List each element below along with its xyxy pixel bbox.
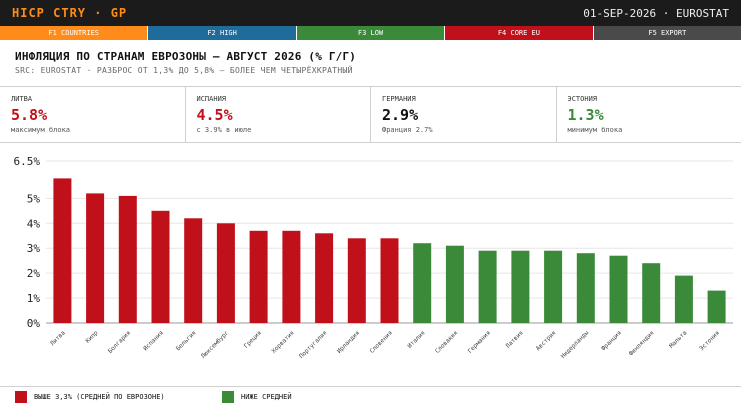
- x-tick-label: Словения: [369, 329, 394, 354]
- x-tick-label: Кипр: [84, 329, 99, 344]
- bar: [282, 231, 300, 323]
- legend-swatch-below: [222, 391, 234, 403]
- stat-value: 4.5%: [197, 106, 233, 124]
- chart-header: ИНФЛЯЦИЯ ПО СТРАНАМ ЕВРОЗОНЫ — АВГУСТ 20…: [0, 40, 741, 87]
- bar: [413, 243, 431, 323]
- x-tick-label: Италия: [406, 329, 426, 349]
- x-tick-label: Португалия: [298, 329, 328, 359]
- terminal-code: HICP CTRY · GP: [12, 6, 127, 20]
- fkey-countries[interactable]: F1 COUNTRIES: [0, 26, 148, 40]
- bar: [577, 253, 595, 323]
- function-key-bar: F1 COUNTRIES F2 HIGH F3 LOW F4 CORE EU F…: [0, 26, 741, 40]
- bar: [152, 211, 170, 323]
- bar: [675, 276, 693, 323]
- stat-note: минимум блока: [568, 126, 623, 134]
- x-tick-label: Греция: [243, 329, 263, 349]
- stat-lithuania: ЛИТВА 5.8% максимум блока: [0, 87, 186, 142]
- legend-label-below: НИЖЕ СРЕДНЕЙ: [241, 393, 292, 401]
- bar-chart: 0% 1% 2% 3% 4% 5% 6.5% Литва Кипр Болгария Испания…: [0, 142, 741, 382]
- x-tick-label: Финляндия: [628, 329, 656, 357]
- legend-item-below: НИЖЕ СРЕДНЕЙ: [222, 391, 292, 403]
- fkey-high[interactable]: F2 HIGH: [148, 26, 296, 40]
- bar: [610, 256, 628, 323]
- stat-value: 1.3%: [568, 106, 604, 124]
- x-tick-label: Австрия: [535, 329, 558, 352]
- x-tick-label: Бельгия: [175, 329, 198, 352]
- x-tick-label: Словакия: [434, 329, 459, 354]
- y-tick-label: 1%: [27, 292, 41, 305]
- x-tick-label: Нидерланды: [560, 329, 591, 360]
- x-tick-label: Германия: [467, 329, 492, 354]
- top-bar: HICP CTRY · GP 01-SEP-2026 · EUROSTAT: [0, 0, 741, 26]
- fkey-core-eu[interactable]: F4 CORE EU: [445, 26, 593, 40]
- y-tick-label: 5%: [27, 192, 41, 205]
- bar: [544, 251, 562, 323]
- bar: [315, 233, 333, 323]
- y-tick-label: 3%: [27, 242, 41, 255]
- stat-value: 5.8%: [11, 106, 47, 124]
- x-tick-label: Латвия: [504, 329, 524, 349]
- stat-note: Франция 2.7%: [382, 126, 433, 134]
- x-tick-label: Литва: [49, 329, 67, 347]
- y-tick-label: 6.5%: [14, 155, 41, 168]
- bar: [642, 263, 660, 323]
- legend: ВЫШЕ 3,3% (СРЕДНЕЙ ПО ЕВРОЗОНЕ) НИЖЕ СРЕ…: [0, 386, 741, 409]
- bar: [708, 291, 726, 323]
- legend-swatch-above: [15, 391, 27, 403]
- bar: [217, 223, 235, 323]
- x-tick-label: Франция: [600, 329, 623, 352]
- x-tick-label: Ирландия: [336, 329, 361, 354]
- x-tick-label: Испания: [142, 329, 165, 352]
- bar: [250, 231, 268, 323]
- stat-germany: ГЕРМАНИЯ 2.9% Франция 2.7%: [371, 87, 557, 142]
- stat-spain: ИСПАНИЯ 4.5% с 3.9% в июле: [186, 87, 372, 142]
- legend-label-above: ВЫШЕ 3,3% (СРЕДНЕЙ ПО ЕВРОЗОНЕ): [34, 393, 165, 401]
- legend-item-above: ВЫШЕ 3,3% (СРЕДНЕЙ ПО ЕВРОЗОНЕ): [15, 391, 165, 403]
- stat-label: ИСПАНИЯ: [197, 95, 227, 103]
- bar-chart-svg: 0% 1% 2% 3% 4% 5% 6.5% Литва Кипр Болгария Испания…: [0, 142, 741, 382]
- x-tick-label: Эстония: [698, 329, 721, 352]
- stat-label: ЛИТВА: [11, 95, 32, 103]
- bar: [511, 251, 529, 323]
- chart-title: ИНФЛЯЦИЯ ПО СТРАНАМ ЕВРОЗОНЫ — АВГУСТ 20…: [15, 50, 356, 63]
- x-tick-label: Мальта: [668, 329, 689, 350]
- bar: [184, 218, 202, 323]
- y-tick-label: 2%: [27, 267, 41, 280]
- fkey-low[interactable]: F3 LOW: [297, 26, 445, 40]
- stat-estonia: ЭСТОНИЯ 1.3% минимум блока: [557, 87, 741, 142]
- stats-strip: ЛИТВА 5.8% максимум блока ИСПАНИЯ 4.5% с…: [0, 87, 741, 143]
- stat-value: 2.9%: [382, 106, 418, 124]
- x-tick-label: Хорватия: [270, 329, 295, 354]
- date-source: 01-SEP-2026 · EUROSTAT: [583, 7, 729, 20]
- bar: [381, 238, 399, 323]
- stat-note: с 3.9% в июле: [197, 126, 252, 134]
- fkey-export[interactable]: F5 EXPORT: [594, 26, 741, 40]
- bar: [53, 178, 71, 323]
- y-tick-label: 0%: [27, 317, 41, 330]
- bar: [479, 251, 497, 323]
- y-tick-label: 4%: [27, 217, 41, 230]
- x-tick-label: Люксембург: [200, 329, 230, 359]
- bar: [446, 246, 464, 323]
- bar: [86, 193, 104, 323]
- bar: [348, 238, 366, 323]
- stat-label: ЭСТОНИЯ: [568, 95, 598, 103]
- x-tick-label: Болгария: [107, 329, 132, 354]
- stat-note: максимум блока: [11, 126, 70, 134]
- stat-label: ГЕРМАНИЯ: [382, 95, 416, 103]
- chart-subtitle: SRC: EUROSTAT · РАЗБРОС ОТ 1,3% ДО 5,8% …: [15, 66, 353, 75]
- bar: [119, 196, 137, 323]
